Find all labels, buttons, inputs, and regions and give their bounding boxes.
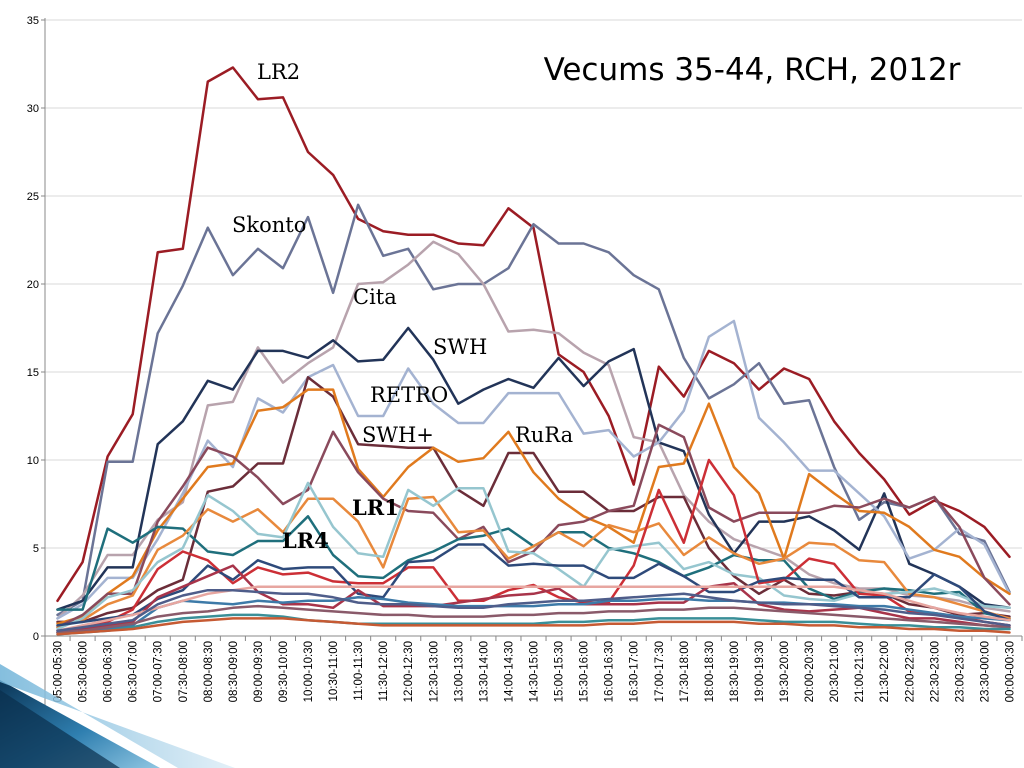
x-tick-label: 17:30-18:00 <box>679 641 691 702</box>
series-label-cita: Cita <box>353 285 397 309</box>
x-tick-label: 20:00-20:30 <box>804 641 816 702</box>
x-tick-label: 23:30-00:00 <box>979 641 991 702</box>
x-tick-label: 09:30-10:00 <box>278 641 290 702</box>
series-line-9 <box>56 495 1011 629</box>
x-tick-label: 08:00-08:30 <box>203 641 215 702</box>
y-tick-label: 30 <box>27 103 39 115</box>
corner-wedge-decoration <box>0 664 235 768</box>
series-lines <box>56 66 1011 636</box>
series-label-lr1: LR1 <box>352 495 399 520</box>
x-tick-label: 06:00-06:30 <box>103 641 115 702</box>
series-line-19 <box>56 588 1011 632</box>
series-line-15 <box>56 585 1011 632</box>
x-tick-label: 10:30-11:00 <box>328 641 340 702</box>
series-label-lr2: LR2 <box>257 60 300 84</box>
x-tick-label: 10:00-10:30 <box>303 641 315 702</box>
series-line-2 <box>56 240 1011 620</box>
series-line-0 <box>56 66 1011 603</box>
y-axis-ticks: 0 5 10 15 20 25 30 35 <box>27 15 45 643</box>
series-labels: LR2 Skonto Cita SWH RETRO SWH+ RuRa LR1 LR4 <box>232 60 573 553</box>
x-tick-label: 14:00-14:30 <box>503 641 515 702</box>
series-line-17 <box>56 613 1011 636</box>
x-tick-label: 00:00-00:30 <box>1005 641 1017 702</box>
series-label-retro: RETRO <box>370 383 448 407</box>
x-tick-label: 12:00-12:30 <box>403 641 415 702</box>
x-tick-label: 20:30-21:00 <box>829 641 841 702</box>
series-line-18 <box>56 617 1011 636</box>
x-tick-label: 15:00-15:30 <box>554 641 566 702</box>
series-line-3 <box>56 326 1011 611</box>
x-tick-label: 13:00-13:30 <box>453 641 465 702</box>
x-tick-label: 15:30-16:00 <box>579 641 591 702</box>
chart-title: Vecums 35-44, RCH, 2012r <box>544 52 961 88</box>
series-label-swh: SWH <box>433 335 487 359</box>
x-tick-label: 22:30-23:00 <box>929 641 941 702</box>
x-tick-label: 18:00-18:30 <box>704 641 716 702</box>
series-label-swh-: SWH+ <box>362 423 434 447</box>
x-tick-label: 18:30-19:00 <box>729 641 741 702</box>
x-tick-label: 07:30-08:00 <box>178 641 190 702</box>
axes <box>44 18 1022 745</box>
series-line-16 <box>56 604 1011 634</box>
x-tick-label: 23:00-23:30 <box>954 641 966 702</box>
series-line-11 <box>56 458 1011 632</box>
series-line-14 <box>56 596 1011 634</box>
x-tick-label: 17:00-17:30 <box>654 641 666 702</box>
y-tick-label: 20 <box>27 279 39 291</box>
x-tick-label: 13:30-14:00 <box>478 641 490 702</box>
series-label-lr4: LR4 <box>282 528 329 553</box>
x-tick-label: 11:00-11:30 <box>353 641 365 701</box>
series-label-rura: RuRa <box>515 423 573 447</box>
x-tick-label: 09:00-09:30 <box>253 641 265 702</box>
y-tick-label: 35 <box>27 15 39 27</box>
series-line-6 <box>56 388 1011 625</box>
series-line-10 <box>56 481 1011 631</box>
series-label-skonto: Skonto <box>232 213 306 237</box>
series-line-1 <box>56 203 1011 617</box>
x-tick-label: 14:30-15:00 <box>529 641 541 702</box>
x-tick-label: 05:00-05:30 <box>53 641 65 702</box>
y-tick-label: 10 <box>27 455 39 467</box>
y-tick-label: 15 <box>27 367 39 379</box>
x-tick-label: 08:30-09:00 <box>228 641 240 702</box>
series-line-12 <box>56 543 1011 627</box>
x-tick-label: 07:00-07:30 <box>153 641 165 702</box>
x-tick-label: 16:30-17:00 <box>629 641 641 702</box>
x-axis-ticks: 05:00-05:30 05:30-06:00 06:00-06:30 06:30-0… <box>44 636 1023 702</box>
y-tick-label: 0 <box>33 631 39 643</box>
series-line-7 <box>56 423 1011 629</box>
x-tick-label: 21:30-22:00 <box>879 641 891 702</box>
x-tick-label: 12:30-13:00 <box>428 641 440 702</box>
x-tick-label: 21:00-21:30 <box>854 641 866 702</box>
grid-lines <box>45 19 1022 549</box>
x-tick-label: 19:00-19:30 <box>754 641 766 702</box>
y-tick-label: 5 <box>33 543 39 555</box>
x-tick-label: 22:00-22:30 <box>904 641 916 702</box>
x-tick-label: 19:30-20:00 <box>779 641 791 702</box>
x-tick-label: 16:00-16:30 <box>604 641 616 702</box>
x-tick-label: 11:30-12:00 <box>378 641 390 702</box>
x-tick-label: 05:30-06:00 <box>78 641 90 702</box>
x-tick-label: 06:30-07:00 <box>128 641 140 702</box>
y-tick-label: 25 <box>27 191 39 203</box>
